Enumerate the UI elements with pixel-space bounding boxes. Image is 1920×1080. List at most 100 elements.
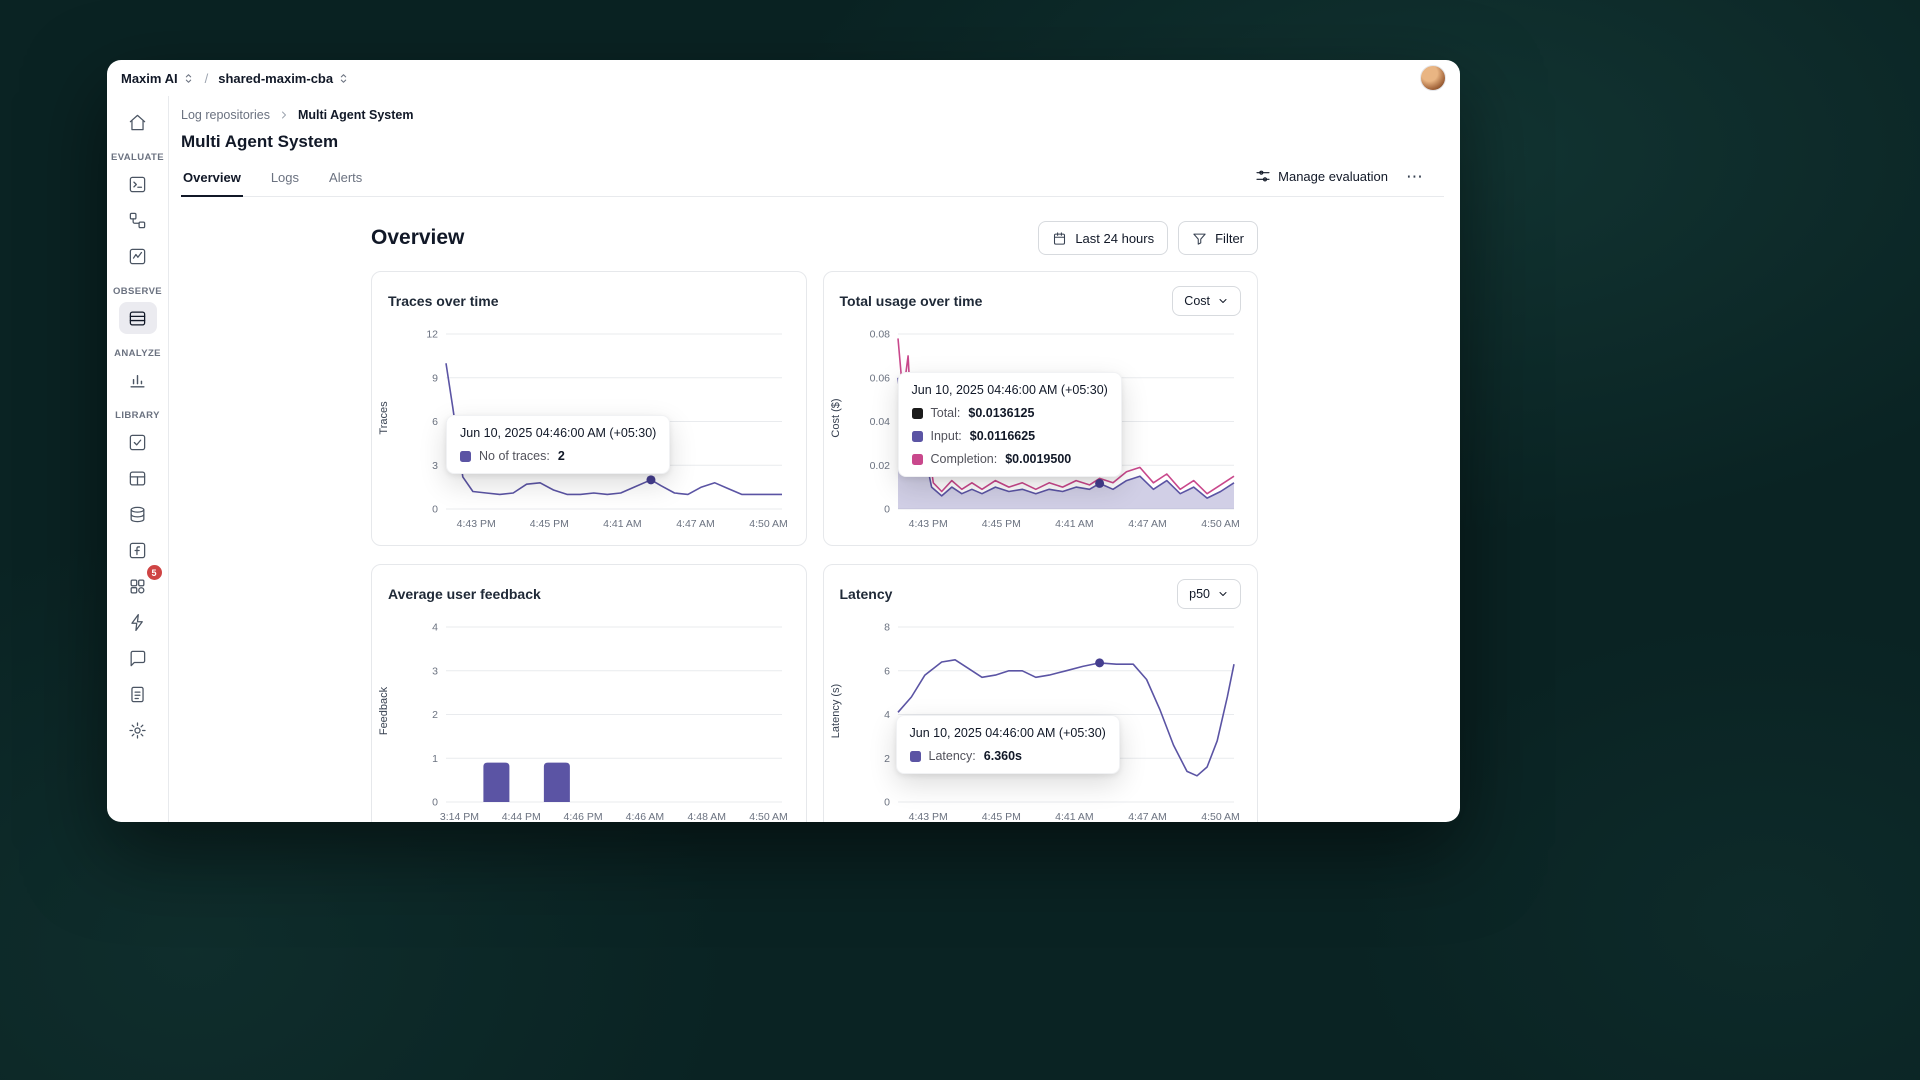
svg-text:6: 6 xyxy=(884,665,890,677)
workspace-switcher[interactable]: shared-maxim-cba xyxy=(218,71,350,86)
svg-text:4:47 AM: 4:47 AM xyxy=(676,518,715,530)
filter-button[interactable]: Filter xyxy=(1178,221,1258,255)
svg-text:0: 0 xyxy=(884,797,890,809)
section-label-evaluate: EVALUATE xyxy=(111,152,164,163)
section-label-library: LIBRARY xyxy=(115,410,160,421)
page-title: Multi Agent System xyxy=(181,132,339,151)
total-usage-card: Total usage over time Cost Cost ($) 0 0.0… xyxy=(822,271,1258,546)
time-range-button[interactable]: Last 24 hours xyxy=(1038,221,1169,255)
sidebar-item-docs[interactable] xyxy=(119,678,157,710)
svg-text:3: 3 xyxy=(432,460,438,472)
chart-tooltip: Jun 10, 2025 04:46:00 AM (+05:30) Total:… xyxy=(897,372,1122,477)
usage-metric-select[interactable]: Cost xyxy=(1172,286,1241,316)
y-axis-label: Feedback xyxy=(378,686,390,736)
series-swatch xyxy=(909,750,921,762)
svg-text:4:50 AM: 4:50 AM xyxy=(749,518,788,530)
y-axis-label: Latency (s) xyxy=(829,683,842,739)
org-name: Maxim AI xyxy=(121,70,178,86)
tab-overview[interactable]: Overview xyxy=(181,162,243,197)
chevron-down-icon xyxy=(1219,592,1227,596)
sidebar-item-context-sources[interactable] xyxy=(119,498,157,530)
svg-text:4:43 PM: 4:43 PM xyxy=(908,518,947,530)
latency-chart: 0 2 4 6 8 4:43 PM 4:45 PM 4:41 AM 4:47 AM 4:50 AM xyxy=(852,617,1242,823)
calendar-icon xyxy=(1054,231,1066,245)
svg-text:2: 2 xyxy=(884,753,890,765)
sidebar-item-triggers[interactable] xyxy=(119,606,157,638)
svg-text:0: 0 xyxy=(432,797,438,809)
sidebar-item-functions[interactable] xyxy=(119,534,157,566)
sidebar-item-home[interactable] xyxy=(119,106,157,138)
chevron-down-icon xyxy=(1219,299,1227,303)
card-title: Traces over time xyxy=(388,293,499,309)
breadcrumb-slash: / xyxy=(204,70,209,86)
logs-icon xyxy=(129,311,146,325)
org-switcher[interactable]: Maxim AI xyxy=(121,71,195,86)
manage-evaluation-button[interactable]: Manage evaluation xyxy=(1255,168,1388,184)
sidebar-item-test-runs[interactable] xyxy=(119,426,157,458)
svg-text:0.06: 0.06 xyxy=(869,372,890,384)
svg-text:4:41 AM: 4:41 AM xyxy=(603,518,642,530)
section-label-observe: OBSERVE xyxy=(112,286,163,297)
chevron-up-down-icon xyxy=(182,72,195,85)
sidebar-item-log-repositories[interactable] xyxy=(118,302,157,334)
message-icon xyxy=(130,650,146,666)
sidebar-item-integrations[interactable]: 5 xyxy=(119,565,162,602)
sidebar-item-analytics[interactable] xyxy=(119,364,157,396)
tooltip-title: Jun 10, 2025 04:46:00 AM (+05:30) xyxy=(460,426,657,440)
series-swatch xyxy=(460,450,471,462)
tab-alerts[interactable]: Alerts xyxy=(329,170,363,185)
tooltip-label: Input: xyxy=(930,429,962,443)
tooltip-title: Jun 10, 2025 04:46:00 AM (+05:30) xyxy=(909,726,1106,740)
svg-text:4: 4 xyxy=(432,622,438,634)
home-icon xyxy=(129,114,146,130)
section-heading: Overview xyxy=(371,226,465,249)
workflow-icon xyxy=(129,212,146,228)
sidebar-item-datasets[interactable] xyxy=(119,462,157,494)
y-axis-label: Traces xyxy=(378,401,390,435)
sidebar-item-prompts[interactable] xyxy=(119,168,157,200)
svg-text:4:47 AM: 4:47 AM xyxy=(1128,811,1167,822)
svg-text:1: 1 xyxy=(432,753,438,765)
tooltip-value: 2 xyxy=(557,449,565,463)
svg-text:8: 8 xyxy=(884,622,890,634)
sidebar-item-evaluations[interactable] xyxy=(119,240,157,272)
sliders-icon xyxy=(1256,170,1270,182)
card-title: Latency xyxy=(839,586,893,602)
tooltip-title: Jun 10, 2025 04:46:00 AM (+05:30) xyxy=(911,383,1108,397)
svg-text:4:43 PM: 4:43 PM xyxy=(908,811,947,822)
more-options-button[interactable]: ⋯ xyxy=(1406,166,1424,186)
sidebar-item-settings[interactable] xyxy=(119,714,157,746)
traces-chart: 0 3 6 9 12 4:43 PM 4:45 PM 4:41 AM 4:47 AM 4:50 A… xyxy=(400,324,790,533)
breadcrumb-parent[interactable]: Log repositories xyxy=(181,108,270,122)
check-square-icon xyxy=(129,434,146,450)
breadcrumb: Log repositories Multi Agent System xyxy=(181,108,1444,122)
svg-text:4:44 PM: 4:44 PM xyxy=(502,811,541,822)
tooltip-label: Latency: xyxy=(928,749,976,763)
svg-text:0: 0 xyxy=(432,504,438,516)
time-range-label: Last 24 hours xyxy=(1075,230,1155,246)
bar-chart-icon xyxy=(130,374,145,388)
user-avatar[interactable] xyxy=(1420,65,1446,91)
svg-text:4:46 AM: 4:46 AM xyxy=(626,811,665,822)
file-text-icon xyxy=(131,686,144,702)
database-icon xyxy=(130,506,145,522)
svg-text:2: 2 xyxy=(432,709,438,721)
svg-text:4:50 AM: 4:50 AM xyxy=(1201,811,1240,822)
average-user-feedback-card: Average user feedback Feedback 0 1 2 3 4 3:14… xyxy=(371,564,807,822)
sidebar-item-workflows[interactable] xyxy=(119,204,157,236)
content-scroll[interactable]: Overview Last 24 hours Filter xyxy=(169,197,1460,822)
sidebar-item-annotations[interactable] xyxy=(119,642,157,674)
tab-logs[interactable]: Logs xyxy=(270,170,300,185)
breadcrumb-current: Multi Agent System xyxy=(297,108,414,122)
latency-percentile-select[interactable]: p50 xyxy=(1177,579,1241,609)
svg-text:0.02: 0.02 xyxy=(869,460,890,472)
svg-text:6: 6 xyxy=(432,416,438,428)
svg-text:4:46 PM: 4:46 PM xyxy=(564,811,603,822)
select-value: Cost xyxy=(1184,294,1210,308)
svg-text:3: 3 xyxy=(432,665,438,677)
chart-tooltip: Jun 10, 2025 04:46:00 AM (+05:30) No of … xyxy=(446,415,671,474)
sidebar: EVALUATE OBSERVE ANALYZE LIBRARY xyxy=(107,96,169,822)
svg-text:4:45 PM: 4:45 PM xyxy=(530,518,569,530)
traces-over-time-card: Traces over time Traces 0 3 6 9 12 4:43 PM 4:4… xyxy=(371,271,807,546)
tooltip-label: Completion: xyxy=(930,452,998,466)
